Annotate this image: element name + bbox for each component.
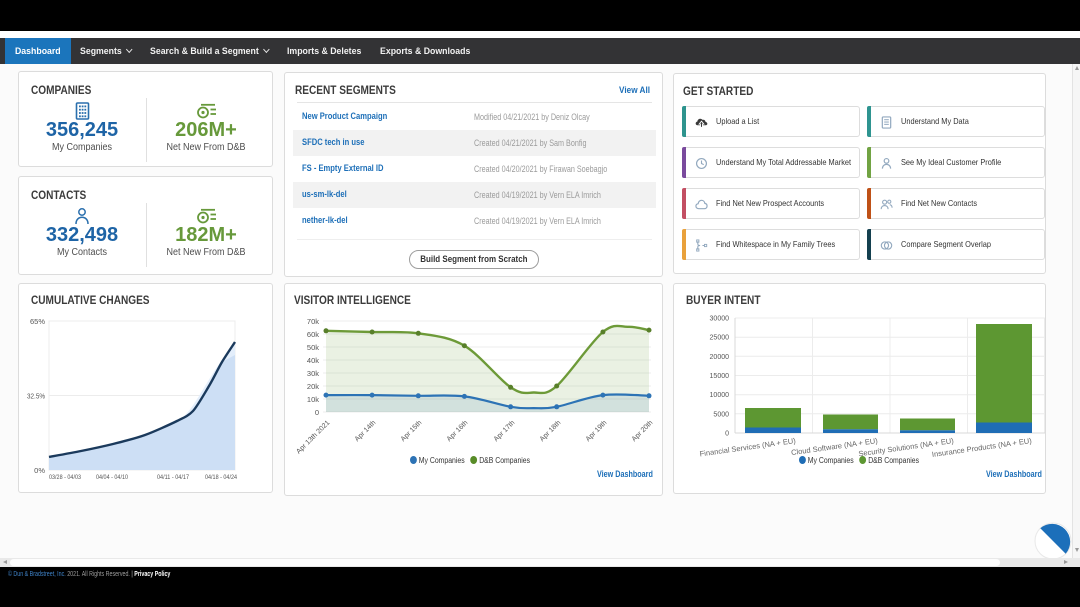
svg-text:Apr 17th: Apr 17th (493, 419, 517, 443)
svg-text:Apr 16th: Apr 16th (446, 419, 470, 443)
svg-text:50k: 50k (307, 343, 319, 352)
svg-text:0%: 0% (34, 466, 45, 475)
svg-text:32.5%: 32.5% (27, 394, 45, 401)
svg-text:04/18 - 04/24: 04/18 - 04/24 (205, 474, 237, 481)
svg-text:5000: 5000 (713, 411, 729, 418)
svg-text:20000: 20000 (710, 354, 730, 361)
svg-text:10000: 10000 (710, 392, 730, 399)
svg-text:15000: 15000 (710, 373, 730, 380)
svg-text:03/28 - 04/03: 03/28 - 04/03 (49, 474, 81, 481)
svg-text:04/11 - 04/17: 04/11 - 04/17 (157, 474, 189, 481)
svg-text:10k: 10k (307, 395, 319, 404)
svg-text:25000: 25000 (710, 335, 730, 342)
svg-text:Financial Services (NA + EU): Financial Services (NA + EU) (699, 436, 797, 458)
svg-text:Apr 19th: Apr 19th (585, 419, 609, 443)
svg-text:65%: 65% (30, 317, 45, 326)
svg-text:40k: 40k (307, 356, 319, 365)
svg-text:30000: 30000 (710, 316, 730, 323)
svg-text:Apr 20th: Apr 20th (631, 419, 655, 443)
svg-text:Apr 13th 2021: Apr 13th 2021 (295, 419, 331, 455)
svg-text:Apr 15th: Apr 15th (400, 419, 424, 443)
svg-text:70k: 70k (307, 317, 319, 326)
svg-text:Apr 14th: Apr 14th (354, 419, 378, 443)
svg-text:60k: 60k (307, 330, 319, 339)
svg-text:20k: 20k (307, 382, 319, 391)
svg-text:30k: 30k (307, 369, 319, 378)
svg-text:04/04 - 04/10: 04/04 - 04/10 (96, 474, 128, 481)
svg-text:0: 0 (725, 431, 729, 438)
svg-text:Apr 18th: Apr 18th (539, 419, 563, 443)
svg-text:0: 0 (315, 408, 319, 417)
